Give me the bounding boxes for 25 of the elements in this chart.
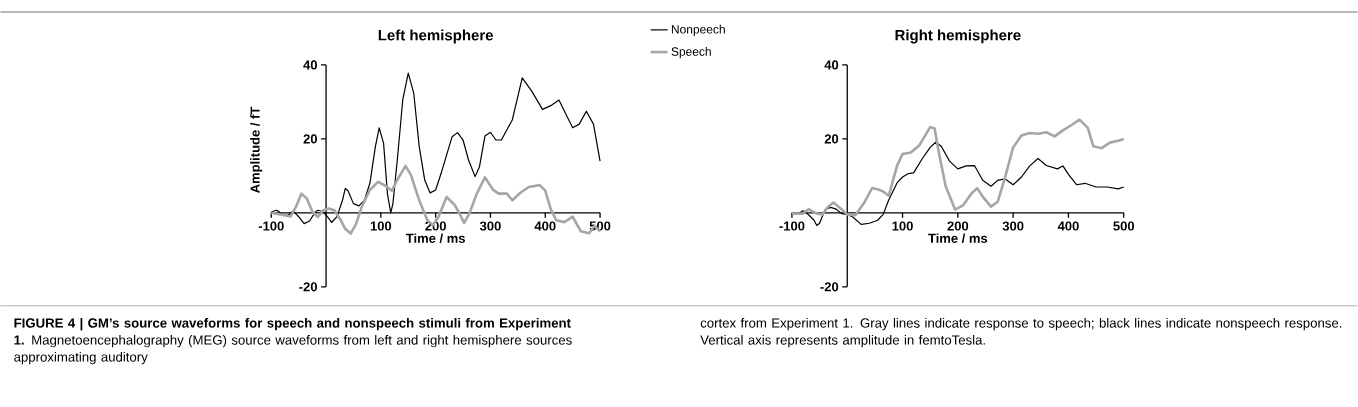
x-tick-label: 200: [947, 221, 969, 231]
x-tick-label: -100: [779, 221, 805, 231]
x-tick-label: 500: [1113, 221, 1135, 231]
legend-label: Nonpeech: [671, 24, 725, 37]
text: FIGURE 4 | GM’s source waveforms for speech and nonspeech stimuli from Experiment 1. Magnetoencephalography (MEG) source waveforms from left and right hemisphere sources approximating auditory: [14, 318, 572, 365]
y-tick-label: 40: [303, 60, 317, 70]
x-tick-label: 400: [534, 221, 556, 231]
x-axis-title: Time / ms: [405, 233, 465, 244]
text: cortex from Experiment 1. Gray lines indicate response to speech; black lines indicate nonspeech response. Vertical axis represents amplitude in femtoTesla.: [700, 318, 1342, 348]
x-tick-label: 300: [479, 221, 501, 231]
x-tick-label: 300: [1002, 221, 1024, 231]
chart-title: Left hemisphere: [378, 29, 494, 44]
y-tick-label: 20: [824, 134, 839, 144]
x-tick-label: 100: [892, 221, 913, 231]
x-axis-title: Time / ms: [928, 233, 988, 244]
x-tick-label: 400: [1057, 221, 1079, 231]
y-tick-label: -20: [820, 282, 839, 292]
chart-title: Right hemisphere: [895, 29, 1021, 44]
y-tick-label: 20: [303, 134, 317, 144]
x-tick-label: 100: [370, 221, 392, 231]
y-tick-label: 40: [824, 60, 839, 70]
y-tick-label: -20: [299, 282, 317, 292]
legend-label: Speech: [671, 47, 711, 59]
y-axis-title: Amplitude / fT: [250, 106, 263, 194]
x-tick-label: -100: [258, 221, 284, 231]
